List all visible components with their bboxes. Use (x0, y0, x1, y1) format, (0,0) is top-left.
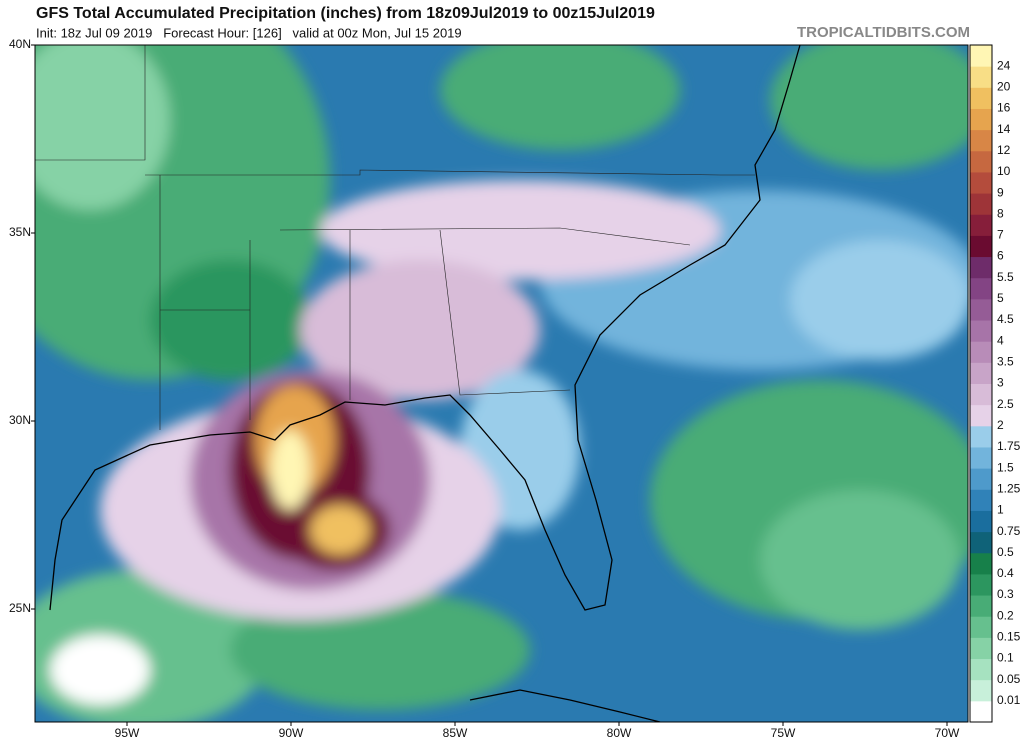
colorbar-label: 8 (997, 206, 1004, 220)
latitude-label: 40N (9, 37, 31, 51)
longitude-label: 95W (115, 726, 140, 740)
colorbar-bin (970, 235, 992, 258)
colorbar-label: 3 (997, 376, 1004, 390)
colorbar-label: 24 (997, 58, 1011, 72)
colorbar-label: 0.2 (997, 608, 1014, 622)
longitude-label: 75W (771, 726, 796, 740)
colorbar-label: 1.5 (997, 460, 1014, 474)
colorbar-label: 2.5 (997, 397, 1014, 411)
colorbar-bin (970, 679, 992, 702)
colorbar-label: 12 (997, 143, 1011, 157)
colorbar-label: 0.5 (997, 545, 1014, 559)
map-frame (34, 44, 969, 723)
colorbar-bin (970, 87, 992, 109)
colorbar-bin (970, 108, 992, 131)
colorbar-label: 3.5 (997, 355, 1014, 369)
longitude-label: 90W (279, 726, 304, 740)
colorbar-bin (970, 129, 992, 152)
colorbar-bin (970, 66, 992, 88)
colorbar-bin (970, 341, 992, 363)
subtitle: Init: 18z Jul 09 2019 Forecast Hour: [12… (36, 25, 462, 40)
colorbar-label: 4 (997, 333, 1004, 347)
colorbar-bin (970, 320, 992, 342)
colorbar-label: 0.3 (997, 587, 1014, 601)
colorbar-bin (970, 404, 992, 427)
colorbar-label: 5.5 (997, 270, 1014, 284)
colorbar-label: 6 (997, 249, 1004, 263)
colorbar-label: 5 (997, 291, 1004, 305)
watermark: TROPICALTIDBITS.COM (797, 24, 970, 41)
colorbar-label: 1 (997, 503, 1004, 517)
colorbar-bin (970, 446, 992, 469)
colorbar-bin (970, 193, 992, 215)
border (35, 45, 755, 430)
colorbar-label: 0.05 (997, 672, 1021, 686)
colorbar-bin (970, 362, 992, 384)
colorbar-bin (970, 298, 992, 321)
colorbar-label: 0.4 (997, 566, 1014, 580)
colorbar-bin (970, 256, 992, 279)
colorbar-label: 9 (997, 185, 1004, 199)
colorbar-label: 0.01 (997, 693, 1021, 707)
colorbar-bin (970, 214, 992, 236)
colorbar-bin (970, 171, 992, 194)
colorbar-bin (970, 531, 992, 554)
colorbar-bin (970, 383, 992, 406)
colorbar-label: 10 (997, 164, 1011, 178)
precip-field (35, 45, 968, 722)
colorbar-bin (970, 658, 992, 681)
title: GFS Total Accumulated Precipitation (inc… (36, 5, 655, 22)
colorbar-label: 0.1 (997, 651, 1014, 665)
colorbar-label: 4.5 (997, 312, 1014, 326)
coastline (49, 45, 801, 611)
colorbar-label: 0.15 (997, 630, 1021, 644)
colorbar-label: 16 (997, 101, 1011, 115)
colorbar-label: 2 (997, 418, 1004, 432)
colorbar-bin (970, 277, 992, 300)
colorbar-bin (970, 489, 992, 511)
colorbar-bin (970, 616, 992, 638)
colorbar-bin (970, 595, 992, 617)
latitude-label: 25N (9, 601, 31, 615)
latitude-label: 30N (9, 413, 31, 427)
colorbar-bin (970, 637, 992, 660)
colorbar-label: 1.75 (997, 439, 1021, 453)
colorbar-frame (969, 44, 993, 723)
colorbar-bin (970, 468, 992, 490)
longitude-label: 70W (935, 726, 960, 740)
latitude-label: 35N (9, 225, 31, 239)
colorbar-label: 7 (997, 228, 1004, 242)
colorbar-bin (970, 573, 992, 596)
colorbar-label: 0.75 (997, 524, 1021, 538)
longitude-label: 80W (607, 726, 632, 740)
colorbar-label: 14 (997, 122, 1011, 136)
colorbar-bin (970, 45, 992, 67)
colorbar: 0.01 0.05 0.1 0.15 0.2 0.3 0.4 0.5 0.75 1 1.25 1.5 1… (969, 44, 1021, 723)
colorbar-bin (970, 510, 992, 533)
colorbar-bin (970, 552, 992, 575)
colorbar-label: 1.25 (997, 481, 1021, 495)
colorbar-label: 20 (997, 79, 1011, 93)
colorbar-bin (970, 700, 992, 723)
colorbar-bin (970, 425, 992, 448)
colorbar-bin (970, 150, 992, 173)
coastline (469, 689, 661, 722)
longitude-label: 85W (443, 726, 468, 740)
